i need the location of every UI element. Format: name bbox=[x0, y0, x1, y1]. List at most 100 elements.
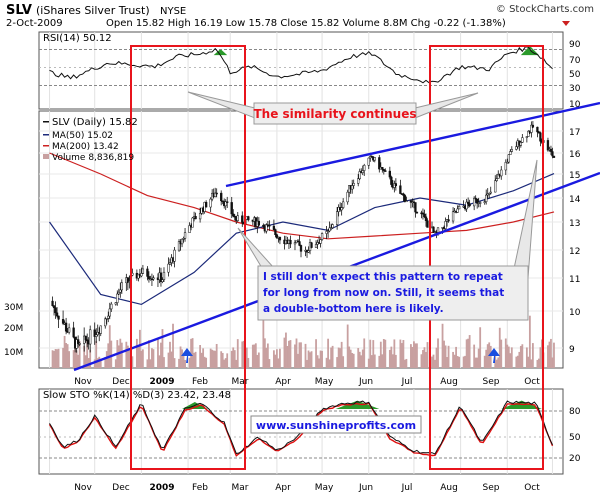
volume-bar bbox=[382, 339, 385, 368]
volume-bar bbox=[426, 342, 429, 368]
month-label: Apr bbox=[275, 483, 291, 493]
month-label: Jun bbox=[358, 483, 373, 493]
volume-bar bbox=[62, 347, 64, 368]
candle-body bbox=[57, 315, 60, 320]
legend-ma50: MA(50) 15.02 bbox=[52, 131, 113, 141]
candle-body bbox=[140, 273, 143, 277]
candle-body bbox=[265, 224, 268, 232]
volume-bar bbox=[86, 338, 89, 368]
candle-body bbox=[152, 277, 155, 280]
candle-body bbox=[141, 268, 145, 274]
candle-body bbox=[451, 211, 455, 222]
candle-body bbox=[474, 197, 477, 200]
candle-body bbox=[479, 202, 482, 204]
rsi-overbought-area bbox=[213, 48, 228, 56]
price-tick: 17 bbox=[569, 128, 580, 138]
candle-body bbox=[198, 213, 202, 220]
volume-bar bbox=[89, 349, 92, 368]
month-label: Dec bbox=[112, 483, 129, 493]
volume-bar bbox=[274, 354, 277, 368]
volume-bar bbox=[411, 346, 414, 368]
volume-bar bbox=[170, 351, 173, 368]
volume-bar bbox=[161, 329, 164, 368]
volume-bar bbox=[405, 358, 408, 368]
candle-body bbox=[515, 146, 518, 150]
legend-ma200-swatch bbox=[43, 145, 49, 147]
website-link[interactable]: www.sunshineprofits.com bbox=[256, 419, 416, 432]
candle-body bbox=[64, 322, 68, 332]
volume-bar bbox=[87, 358, 90, 368]
volume-bar bbox=[212, 350, 215, 368]
candle-body bbox=[415, 211, 419, 214]
volume-bar bbox=[254, 343, 257, 368]
candle-body bbox=[388, 170, 391, 178]
volume-bar bbox=[367, 358, 370, 368]
candle-body bbox=[483, 201, 486, 203]
volume-bar bbox=[93, 359, 96, 368]
candle-body bbox=[497, 173, 500, 179]
volume-tick: 10M bbox=[4, 348, 23, 358]
month-label: Aug bbox=[440, 377, 458, 387]
price-axis: 17 16 15 14 13 12 11 10 9 bbox=[569, 128, 581, 355]
candle-body bbox=[373, 157, 376, 161]
volume-bar bbox=[172, 323, 174, 368]
volume-bar bbox=[342, 356, 345, 368]
price-candles bbox=[51, 121, 556, 353]
candle-body bbox=[51, 300, 54, 306]
upper-trend-line bbox=[225, 101, 600, 188]
up-arrow-icon bbox=[488, 348, 500, 363]
volume-bar bbox=[203, 356, 206, 368]
candle-body bbox=[399, 185, 402, 194]
candle-body bbox=[72, 327, 75, 338]
volume-bar bbox=[77, 354, 80, 368]
rsi-label: RSI(14) 50.12 bbox=[43, 33, 112, 44]
candle-body bbox=[485, 194, 488, 202]
sto-axis: 80 50 20 bbox=[569, 407, 581, 464]
price-tick: 10 bbox=[569, 308, 581, 318]
volume-bar bbox=[98, 356, 101, 368]
volume-bar bbox=[541, 339, 543, 368]
volume-bar bbox=[215, 343, 218, 368]
quote-date: 2-Oct-2009 bbox=[6, 18, 63, 29]
candle-body bbox=[55, 312, 59, 317]
candle-body bbox=[76, 339, 80, 344]
candle-body bbox=[424, 216, 428, 221]
candle-body bbox=[326, 230, 330, 233]
volume-bar bbox=[373, 354, 376, 368]
volume-bar bbox=[230, 350, 233, 368]
volume-bar bbox=[205, 357, 208, 368]
volume-bar bbox=[476, 357, 479, 368]
volume-bar bbox=[294, 344, 296, 368]
candle-body bbox=[444, 221, 447, 229]
volume-bar bbox=[425, 351, 427, 368]
quote-line: Open 15.82 High 16.19 Low 15.78 Close 15… bbox=[106, 18, 506, 29]
candle-body bbox=[367, 157, 370, 166]
rsi-line bbox=[49, 46, 553, 84]
volume-bar bbox=[528, 315, 531, 368]
price-tick: 16 bbox=[569, 150, 581, 160]
volume-bar bbox=[399, 339, 402, 368]
legend-ma200: MA(200) 13.42 bbox=[52, 142, 119, 152]
candle-body bbox=[473, 197, 476, 207]
candle-body bbox=[358, 171, 361, 179]
candle-body bbox=[447, 219, 450, 222]
volume-bar bbox=[464, 355, 467, 368]
volume-bar bbox=[485, 349, 488, 368]
volume-bar bbox=[276, 349, 278, 368]
candle-body bbox=[390, 176, 393, 185]
candle-body bbox=[162, 271, 166, 280]
volume-bar bbox=[221, 352, 224, 368]
volume-bar bbox=[110, 340, 113, 368]
volume-bar bbox=[420, 354, 423, 368]
volume-bar bbox=[224, 358, 227, 368]
volume-bar bbox=[108, 325, 111, 368]
volume-bar bbox=[321, 350, 323, 368]
volume-bar bbox=[257, 352, 260, 368]
month-label: Sep bbox=[483, 483, 500, 493]
volume-bar bbox=[169, 341, 171, 368]
volume-bar bbox=[495, 359, 498, 368]
volume-bar bbox=[63, 335, 66, 368]
candle-body bbox=[278, 236, 282, 241]
volume-bar bbox=[184, 359, 186, 368]
rsi-panel bbox=[38, 31, 564, 110]
